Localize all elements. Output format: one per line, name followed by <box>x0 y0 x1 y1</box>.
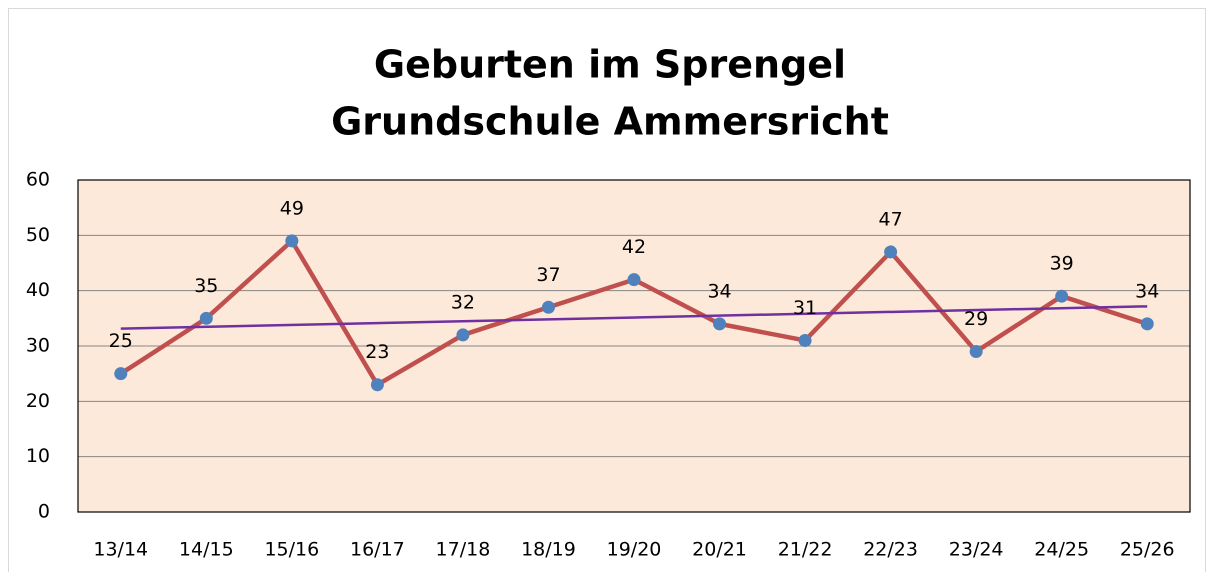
data-label: 23 <box>365 341 389 363</box>
chart-subtitle: Grundschule Ammersricht <box>331 100 889 144</box>
data-point <box>199 311 213 325</box>
x-tick-label: 19/20 <box>607 539 662 561</box>
data-label: 34 <box>1135 280 1159 302</box>
plot-border <box>77 179 1191 513</box>
data-point <box>370 378 384 392</box>
data-label: 32 <box>451 291 475 313</box>
x-tick-label: 25/26 <box>1120 539 1175 561</box>
data-point <box>627 273 641 287</box>
data-point <box>1055 289 1069 303</box>
data-label: 31 <box>793 297 817 319</box>
data-point <box>285 234 299 248</box>
y-tick-label: 20 <box>26 390 50 412</box>
data-point <box>114 367 128 381</box>
data-label: 37 <box>536 264 560 286</box>
data-point <box>456 328 470 342</box>
data-point <box>969 345 983 359</box>
y-tick-label: 40 <box>26 279 50 301</box>
data-point <box>884 245 898 259</box>
y-tick-label: 50 <box>26 224 50 246</box>
data-label: 29 <box>964 308 988 330</box>
x-tick-label: 21/22 <box>778 539 833 561</box>
data-point <box>798 333 812 347</box>
trend-line <box>120 305 1148 330</box>
x-tick-label: 16/17 <box>350 539 405 561</box>
x-tick-label: 24/25 <box>1034 539 1089 561</box>
data-label: 34 <box>707 280 731 302</box>
data-point <box>541 300 555 314</box>
y-tick-label: 30 <box>26 335 50 357</box>
data-label: 47 <box>879 208 903 230</box>
chart-title: Geburten im Sprengel <box>374 43 846 87</box>
data-point <box>1140 317 1154 331</box>
data-label: 35 <box>194 275 218 297</box>
x-tick-label: 18/19 <box>521 539 576 561</box>
data-point <box>713 317 727 331</box>
y-tick-label: 0 <box>38 501 50 523</box>
y-tick-label: 10 <box>26 445 50 467</box>
x-tick-label: 22/23 <box>863 539 918 561</box>
x-tick-label: 23/24 <box>949 539 1004 561</box>
data-label: 25 <box>109 330 133 352</box>
data-label: 42 <box>622 236 646 258</box>
data-label: 49 <box>280 197 304 219</box>
x-tick-label: 15/16 <box>264 539 319 561</box>
x-tick-label: 20/21 <box>692 539 747 561</box>
data-label: 39 <box>1050 253 1074 275</box>
x-tick-label: 17/18 <box>436 539 491 561</box>
x-tick-label: 14/15 <box>179 539 234 561</box>
y-tick-label: 60 <box>26 169 50 191</box>
x-tick-label: 13/14 <box>93 539 148 561</box>
